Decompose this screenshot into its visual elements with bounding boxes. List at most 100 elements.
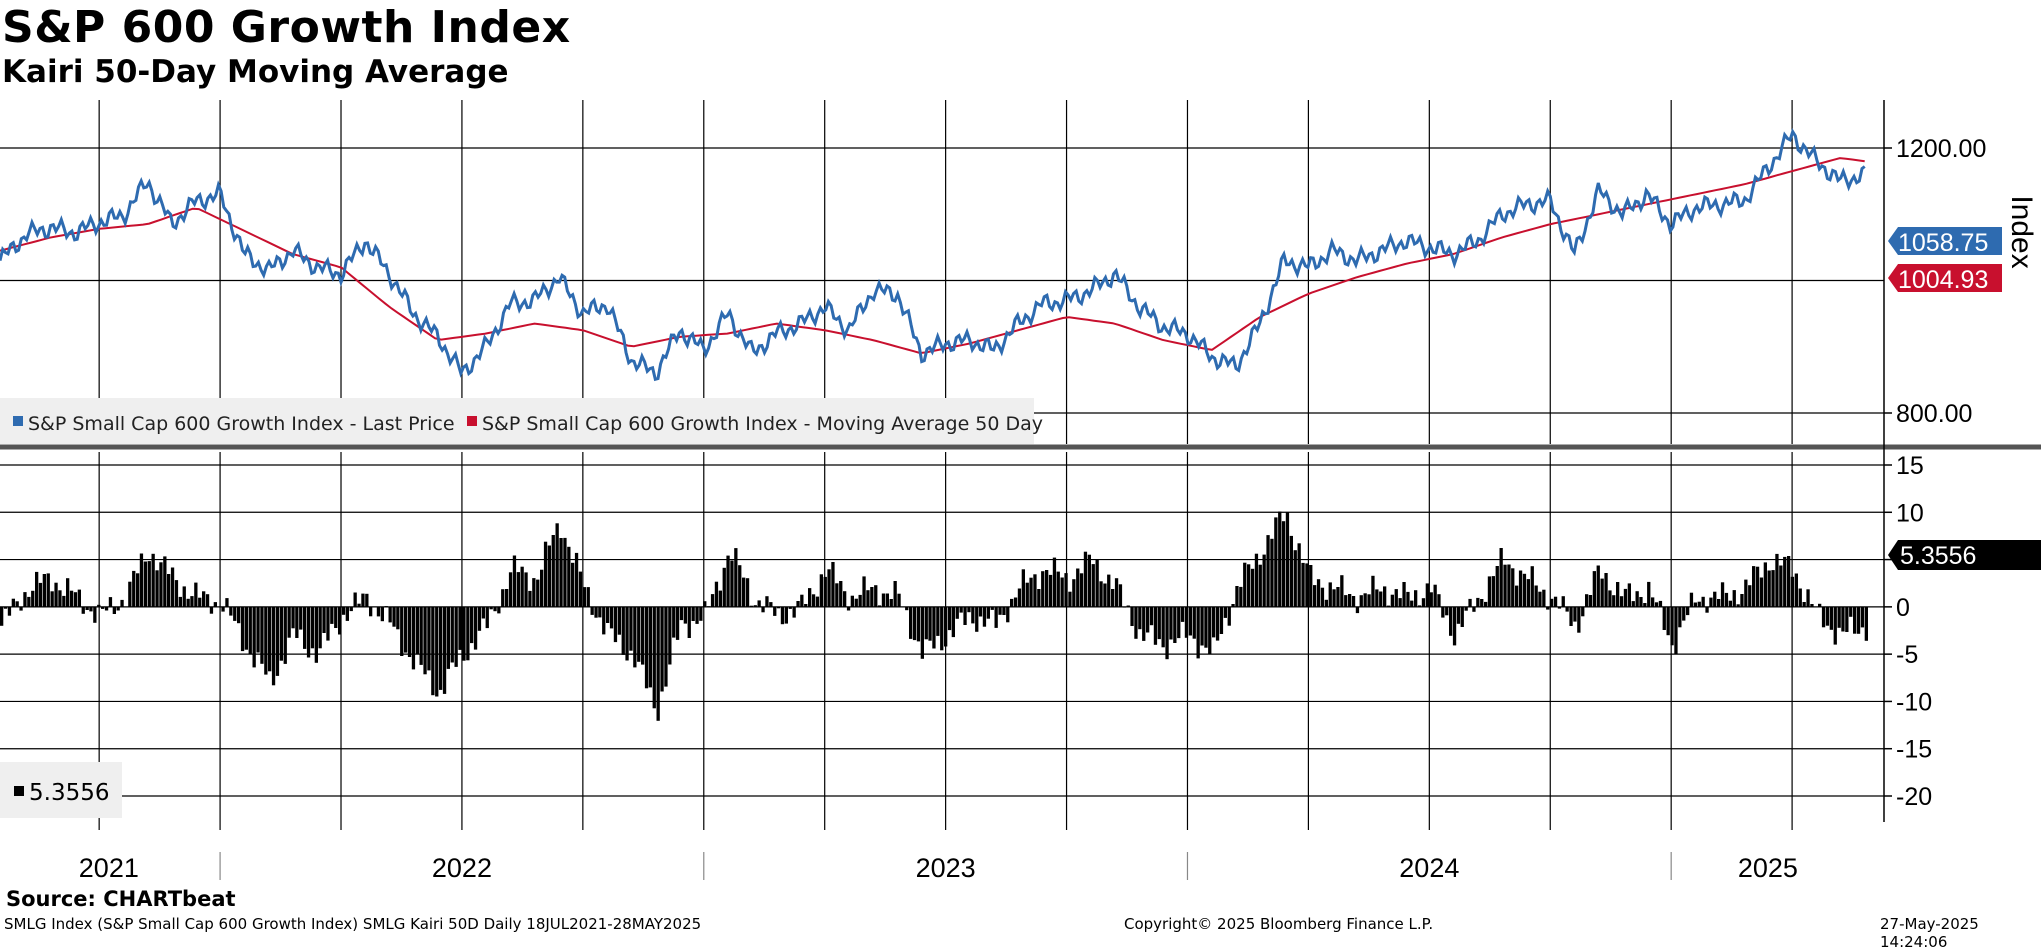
kairi-bar xyxy=(625,606,629,661)
kairi-bar xyxy=(439,606,443,690)
kairi-bar xyxy=(62,595,66,607)
kairi-bar xyxy=(621,606,625,655)
kairi-bar xyxy=(1511,568,1515,607)
kairi-bar xyxy=(1627,583,1631,607)
kairi-bar xyxy=(792,606,796,618)
kairi-bar xyxy=(345,606,349,621)
kairi-bar xyxy=(590,606,594,615)
ytick-bottom-label-4: -5 xyxy=(1896,641,1918,669)
kairi-bar xyxy=(1752,566,1756,607)
kairi-bar xyxy=(477,606,482,631)
kairi-bar xyxy=(1565,606,1569,612)
kairi-bar xyxy=(516,572,520,607)
kairi-bars xyxy=(0,511,1868,721)
kairi-bar xyxy=(571,562,575,607)
last-ma-tag-shape xyxy=(1888,264,2002,292)
kairi-bar xyxy=(1759,577,1764,607)
kairi-bar xyxy=(1775,553,1779,607)
kairi-bar xyxy=(396,606,400,630)
kairi-bar xyxy=(975,606,979,632)
kairi-bar xyxy=(1406,591,1410,607)
kairi-bar xyxy=(209,606,214,614)
kairi-bar xyxy=(687,606,691,638)
kairi-bar xyxy=(411,606,416,670)
kairi-bar xyxy=(586,587,590,607)
kairi-bar xyxy=(1254,553,1259,607)
kairi-bar xyxy=(1247,564,1251,607)
kairi-bar xyxy=(1720,582,1725,607)
bottom-horizontal-gridlines xyxy=(0,464,1884,797)
kairi-bar xyxy=(1662,606,1666,630)
kairi-bar xyxy=(714,581,719,607)
kairi-bar xyxy=(81,606,85,614)
kairi-bar xyxy=(1048,574,1053,607)
kairi-bar xyxy=(1017,588,1022,607)
kairi-bar xyxy=(563,537,567,607)
kairi-bar xyxy=(186,598,190,607)
kairi-bar xyxy=(1674,606,1678,654)
legend-ma-label: S&P Small Cap 600 Growth Index - Moving … xyxy=(482,413,1043,435)
kairi-bar xyxy=(936,606,940,636)
legend-kairi-label: 5.3556 xyxy=(29,780,109,806)
kairi-bar xyxy=(1713,591,1717,607)
kairi-bar xyxy=(1476,597,1480,607)
kairi-bar xyxy=(1546,606,1550,610)
kairi-bar xyxy=(1701,596,1705,607)
kairi-bar xyxy=(850,595,854,607)
kairi-bar xyxy=(1569,606,1573,626)
kairi-bar xyxy=(540,569,544,607)
kairi-bar xyxy=(1798,588,1802,607)
kairi-bar xyxy=(1243,562,1247,607)
kairi-bar xyxy=(920,606,924,659)
kairi-bar xyxy=(1616,582,1620,607)
kairi-bar xyxy=(1037,589,1041,607)
kairi-bar xyxy=(101,606,105,609)
last-price-tag-shape xyxy=(1888,227,2002,255)
kairi-bar xyxy=(124,606,128,608)
kairi-bar xyxy=(237,606,241,624)
kairi-bar xyxy=(1647,581,1651,607)
kairi-bar xyxy=(85,606,89,610)
kairi-bar xyxy=(38,582,43,607)
kairi-bar xyxy=(58,590,62,607)
kairi-bar xyxy=(1219,606,1224,634)
kairi-bar xyxy=(1787,556,1791,607)
kairi-bar xyxy=(1056,571,1060,607)
kairi-bar xyxy=(652,606,656,709)
kairi-bar xyxy=(1013,597,1018,607)
kairi-bar xyxy=(574,552,579,607)
kairi-bar xyxy=(369,606,373,617)
kairi-bar xyxy=(1806,589,1810,607)
kairi-bar xyxy=(1188,606,1192,636)
kairi-bar xyxy=(738,565,742,607)
kairi-bar xyxy=(256,606,260,653)
kairi-bar xyxy=(178,596,182,607)
bottom-y-ticks: 151050-5-10-15-20 xyxy=(1884,452,1932,811)
kairi-bar xyxy=(1686,606,1690,616)
kairi-bar xyxy=(885,593,889,607)
kairi-bar xyxy=(1561,596,1565,607)
kairi-bar xyxy=(0,606,4,626)
kairi-bar xyxy=(1122,606,1126,608)
kairi-bar xyxy=(897,593,901,607)
kairi-bar xyxy=(1441,606,1445,618)
kairi-bar xyxy=(442,606,447,694)
kairi-bar xyxy=(1495,566,1499,607)
kairi-bar xyxy=(780,606,785,625)
kairi-bar xyxy=(155,570,159,607)
kairi-bar xyxy=(633,606,637,668)
kairi-bar xyxy=(722,567,726,607)
kairi-bar xyxy=(547,545,551,607)
kairi-bar xyxy=(174,580,179,607)
kairi-bar xyxy=(143,561,147,607)
kairi-bar xyxy=(1814,606,1818,608)
kairi-bar xyxy=(1316,579,1321,607)
kairi-bar xyxy=(559,538,563,607)
kairi-bar xyxy=(1499,548,1503,607)
kairi-bar xyxy=(1107,574,1111,607)
kairi-bar xyxy=(1305,563,1309,607)
kairi-bar xyxy=(683,606,687,624)
kairi-bar xyxy=(260,606,264,664)
kairi-bar xyxy=(353,592,357,607)
